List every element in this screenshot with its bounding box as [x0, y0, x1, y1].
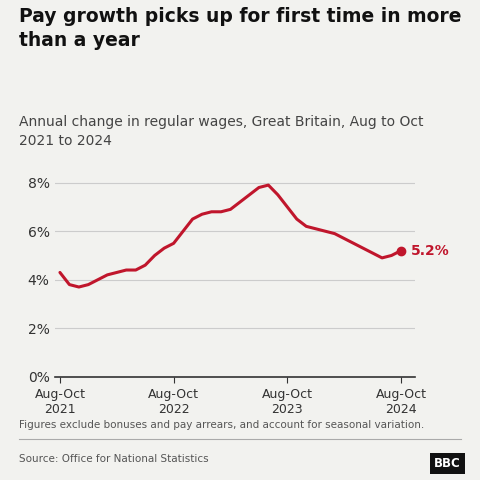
Text: Pay growth picks up for first time in more
than a year: Pay growth picks up for first time in mo…	[19, 7, 462, 50]
Text: Figures exclude bonuses and pay arrears, and account for seasonal variation.: Figures exclude bonuses and pay arrears,…	[19, 420, 424, 430]
Text: Source: Office for National Statistics: Source: Office for National Statistics	[19, 454, 209, 464]
Text: Annual change in regular wages, Great Britain, Aug to Oct
2021 to 2024: Annual change in regular wages, Great Br…	[19, 115, 424, 147]
Text: 5.2%: 5.2%	[410, 244, 449, 258]
Text: BBC: BBC	[434, 457, 461, 470]
